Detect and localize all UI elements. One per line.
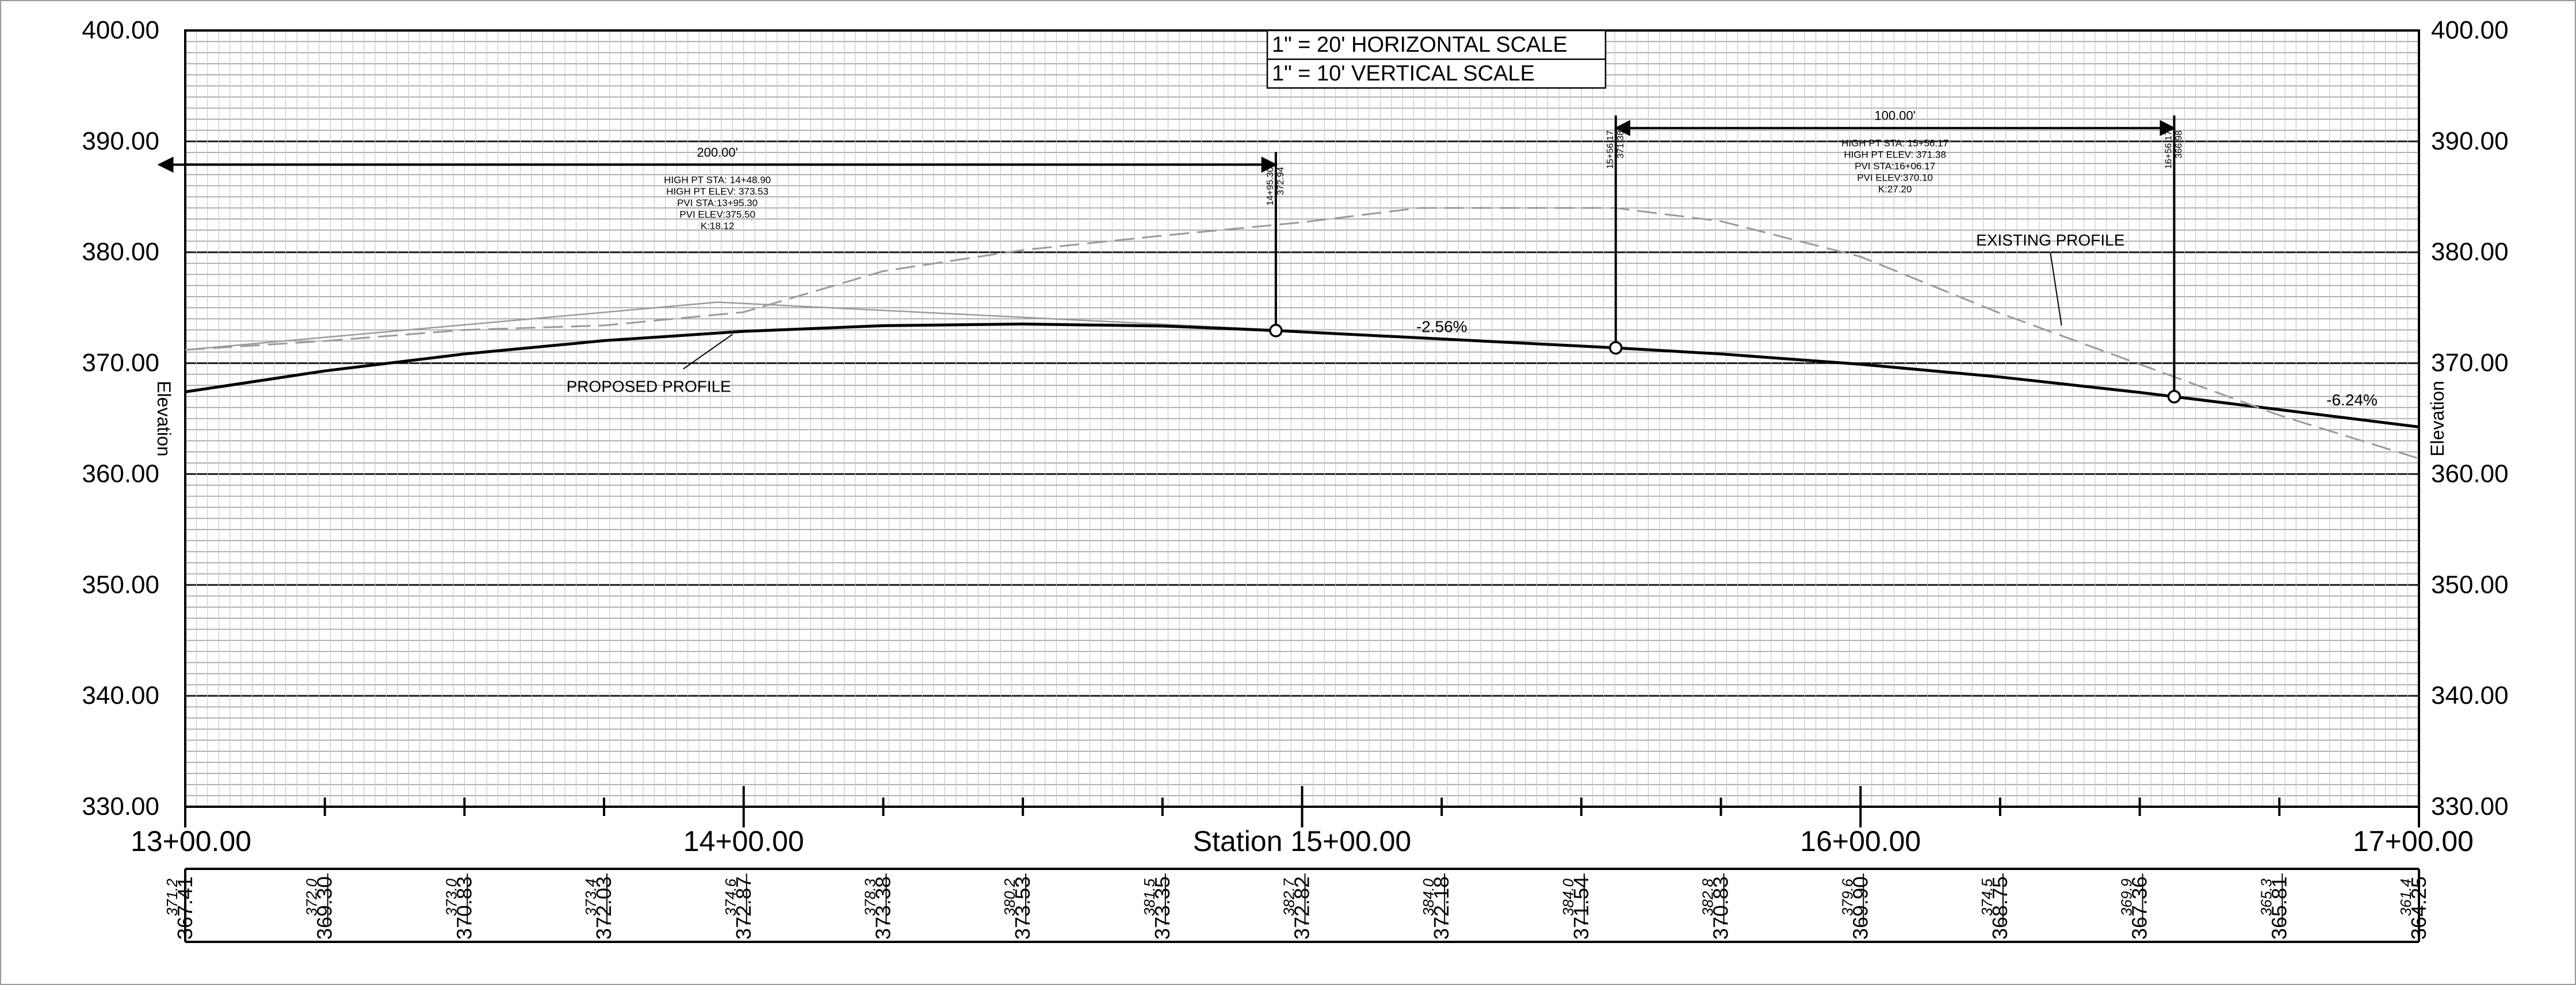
y-tick-label-left: 390.00 (82, 127, 159, 155)
table-existing-elev: 371.2 (163, 878, 181, 916)
curve-info-line: PVI STA:13+95.30 (677, 197, 758, 208)
table-existing-elev: 381.5 (1141, 878, 1158, 916)
table-existing-elev: 378.3 (861, 878, 878, 916)
curve-info-line: K:27.20 (1878, 184, 1912, 195)
y-tick-label-right: 390.00 (2431, 127, 2509, 155)
table-existing-elev: 374.5 (1978, 878, 1996, 916)
table-existing-elev: 384.0 (1560, 878, 1577, 916)
table-proposed-elev: 367.36 (2128, 876, 2151, 940)
table-proposed-elev: 372.03 (592, 876, 616, 940)
table-proposed-elev: 373.38 (871, 876, 895, 940)
table-existing-elev: 373.0 (442, 878, 460, 916)
annotation-label: PROPOSED PROFILE (567, 378, 731, 396)
y-tick-label-left: 350.00 (82, 570, 159, 599)
table-proposed-elev: 368.75 (1988, 876, 2012, 940)
curve-info-line: K:18.12 (701, 220, 735, 231)
y-tick-label-left: 380.00 (82, 238, 159, 266)
x-tick-label: 13+00.00 (131, 825, 251, 857)
y-tick-label-right: 370.00 (2431, 349, 2509, 377)
y-tick-label-left: 370.00 (82, 349, 159, 377)
table-proposed-elev: 372.87 (732, 876, 755, 940)
y-tick-label-right: 350.00 (2431, 570, 2509, 599)
table-existing-elev: 382.7 (1281, 877, 1298, 916)
y-tick-label-left: 340.00 (82, 681, 159, 710)
x-tick-label: Station 15+00.00 (1193, 825, 1412, 857)
y-tick-label-right: 330.00 (2431, 792, 2509, 821)
curve-end-elevation: 372.94 (1276, 167, 1286, 195)
curve-info-line: PVI ELEV:375.50 (679, 209, 755, 220)
curve-end-elevation: 366.98 (2174, 131, 2184, 159)
annotation-leader (2050, 252, 2062, 326)
y-tick-label-left: 360.00 (82, 459, 159, 488)
table-proposed-elev: 371.54 (1569, 876, 1593, 940)
curve-end-elevation: 371.38 (1616, 131, 1626, 159)
y-tick-label-right: 400.00 (2431, 16, 2509, 44)
tangent-line (185, 301, 1276, 351)
curve-length-label: 100.00' (1874, 109, 1916, 123)
table-existing-elev: 379.6 (1839, 878, 1856, 916)
existing-profile-line (185, 207, 2420, 459)
y-tick-label-right: 340.00 (2431, 681, 2509, 710)
curve-end-station: 14+95.30 (1266, 167, 1275, 205)
annotation-label: EXISTING PROFILE (1976, 231, 2124, 249)
annotation-leader (683, 334, 733, 370)
curve-length-label: 200.00' (697, 145, 738, 159)
scale-note: 1" = 20' HORIZONTAL SCALE 1" = 10' VERTIC… (1266, 29, 1607, 89)
table-proposed-elev: 370.83 (452, 876, 476, 940)
curve-info-line: PVI ELEV:370.10 (1857, 173, 1933, 183)
table-proposed-elev: 365.81 (2267, 876, 2291, 940)
annotation-label: -2.56% (1416, 318, 1467, 336)
y-axis-label-left: Elevation (154, 381, 174, 457)
y-tick-label-right: 360.00 (2431, 459, 2509, 488)
table-existing-elev: 373.4 (582, 879, 599, 916)
table-proposed-elev: 369.30 (313, 876, 337, 940)
curve-end-marker (1609, 341, 1623, 355)
proposed-profile-line (185, 322, 2420, 428)
x-tick-label: 17+00.00 (2353, 825, 2474, 857)
y-tick-label-left: 400.00 (82, 16, 159, 44)
y-axis-label-right: Elevation (2427, 381, 2448, 457)
y-tick-label-right: 380.00 (2431, 238, 2509, 266)
annotations: -2.56% -6.24% PROPOSED PROFILE EXISTING PRO… (567, 231, 2378, 409)
table-proposed-elev: 369.90 (1848, 876, 1872, 940)
table-proposed-elev: 367.41 (173, 876, 197, 940)
x-axis: 13+00.00 14+00.00 Station 15+00.00 16+00.00… (131, 786, 2474, 857)
x-tick-label: 16+00.00 (1800, 825, 1921, 857)
annotation-label: -6.24% (2326, 391, 2378, 409)
table-proposed-elev: 373.35 (1151, 876, 1174, 940)
curve-info-line: PVI STA:16+06.17 (1855, 161, 1935, 172)
table-existing-elev: 384.0 (1420, 878, 1437, 916)
curve-info-line: HIGH PT STA: 14+48.90 (664, 174, 771, 185)
table-existing-elev: 382.8 (1699, 878, 1717, 916)
table-existing-elev: 374.6 (722, 878, 739, 916)
curve-info-line: HIGH PT ELEV: 373.53 (666, 186, 769, 197)
table-existing-elev: 365.3 (2257, 878, 2275, 916)
x-tick-label: 14+00.00 (683, 825, 804, 857)
table-existing-elev: 372.0 (303, 878, 320, 916)
table-existing-elev: 361.4 (2397, 879, 2414, 916)
table-existing-elev: 369.9 (2118, 879, 2135, 916)
curve-end-marker (1269, 324, 1283, 338)
curve-end-station: 15+56.17 (1606, 131, 1615, 169)
y-tick-label-left: 330.00 (82, 792, 159, 821)
table-proposed-elev: 370.83 (1709, 876, 1733, 940)
y-axis: 330.00 330.00 340.00 340.00 350.00 350.00 360.… (82, 16, 2508, 821)
scale-note-line: 1" = 10' VERTICAL SCALE (1272, 62, 1535, 86)
curve-info-line: HIGH PT ELEV: 371.38 (1844, 150, 1946, 160)
table-existing-elev: 380.2 (1001, 878, 1018, 916)
curve-end-marker (2167, 390, 2181, 404)
series-layer (185, 207, 2420, 459)
table-proposed-elev: 364.25 (2407, 876, 2430, 940)
grid (185, 29, 2420, 808)
table-proposed-elev: 372.82 (1290, 876, 1314, 940)
scale-note-line: 1" = 20' HORIZONTAL SCALE (1272, 33, 1568, 57)
curve-info-line: HIGH PT STA: 15+56.17 (1841, 138, 1948, 149)
curve-end-station: 16+56.17 (2164, 131, 2174, 169)
table-proposed-elev: 373.53 (1011, 876, 1034, 940)
table-proposed-elev: 372.18 (1430, 876, 1453, 940)
